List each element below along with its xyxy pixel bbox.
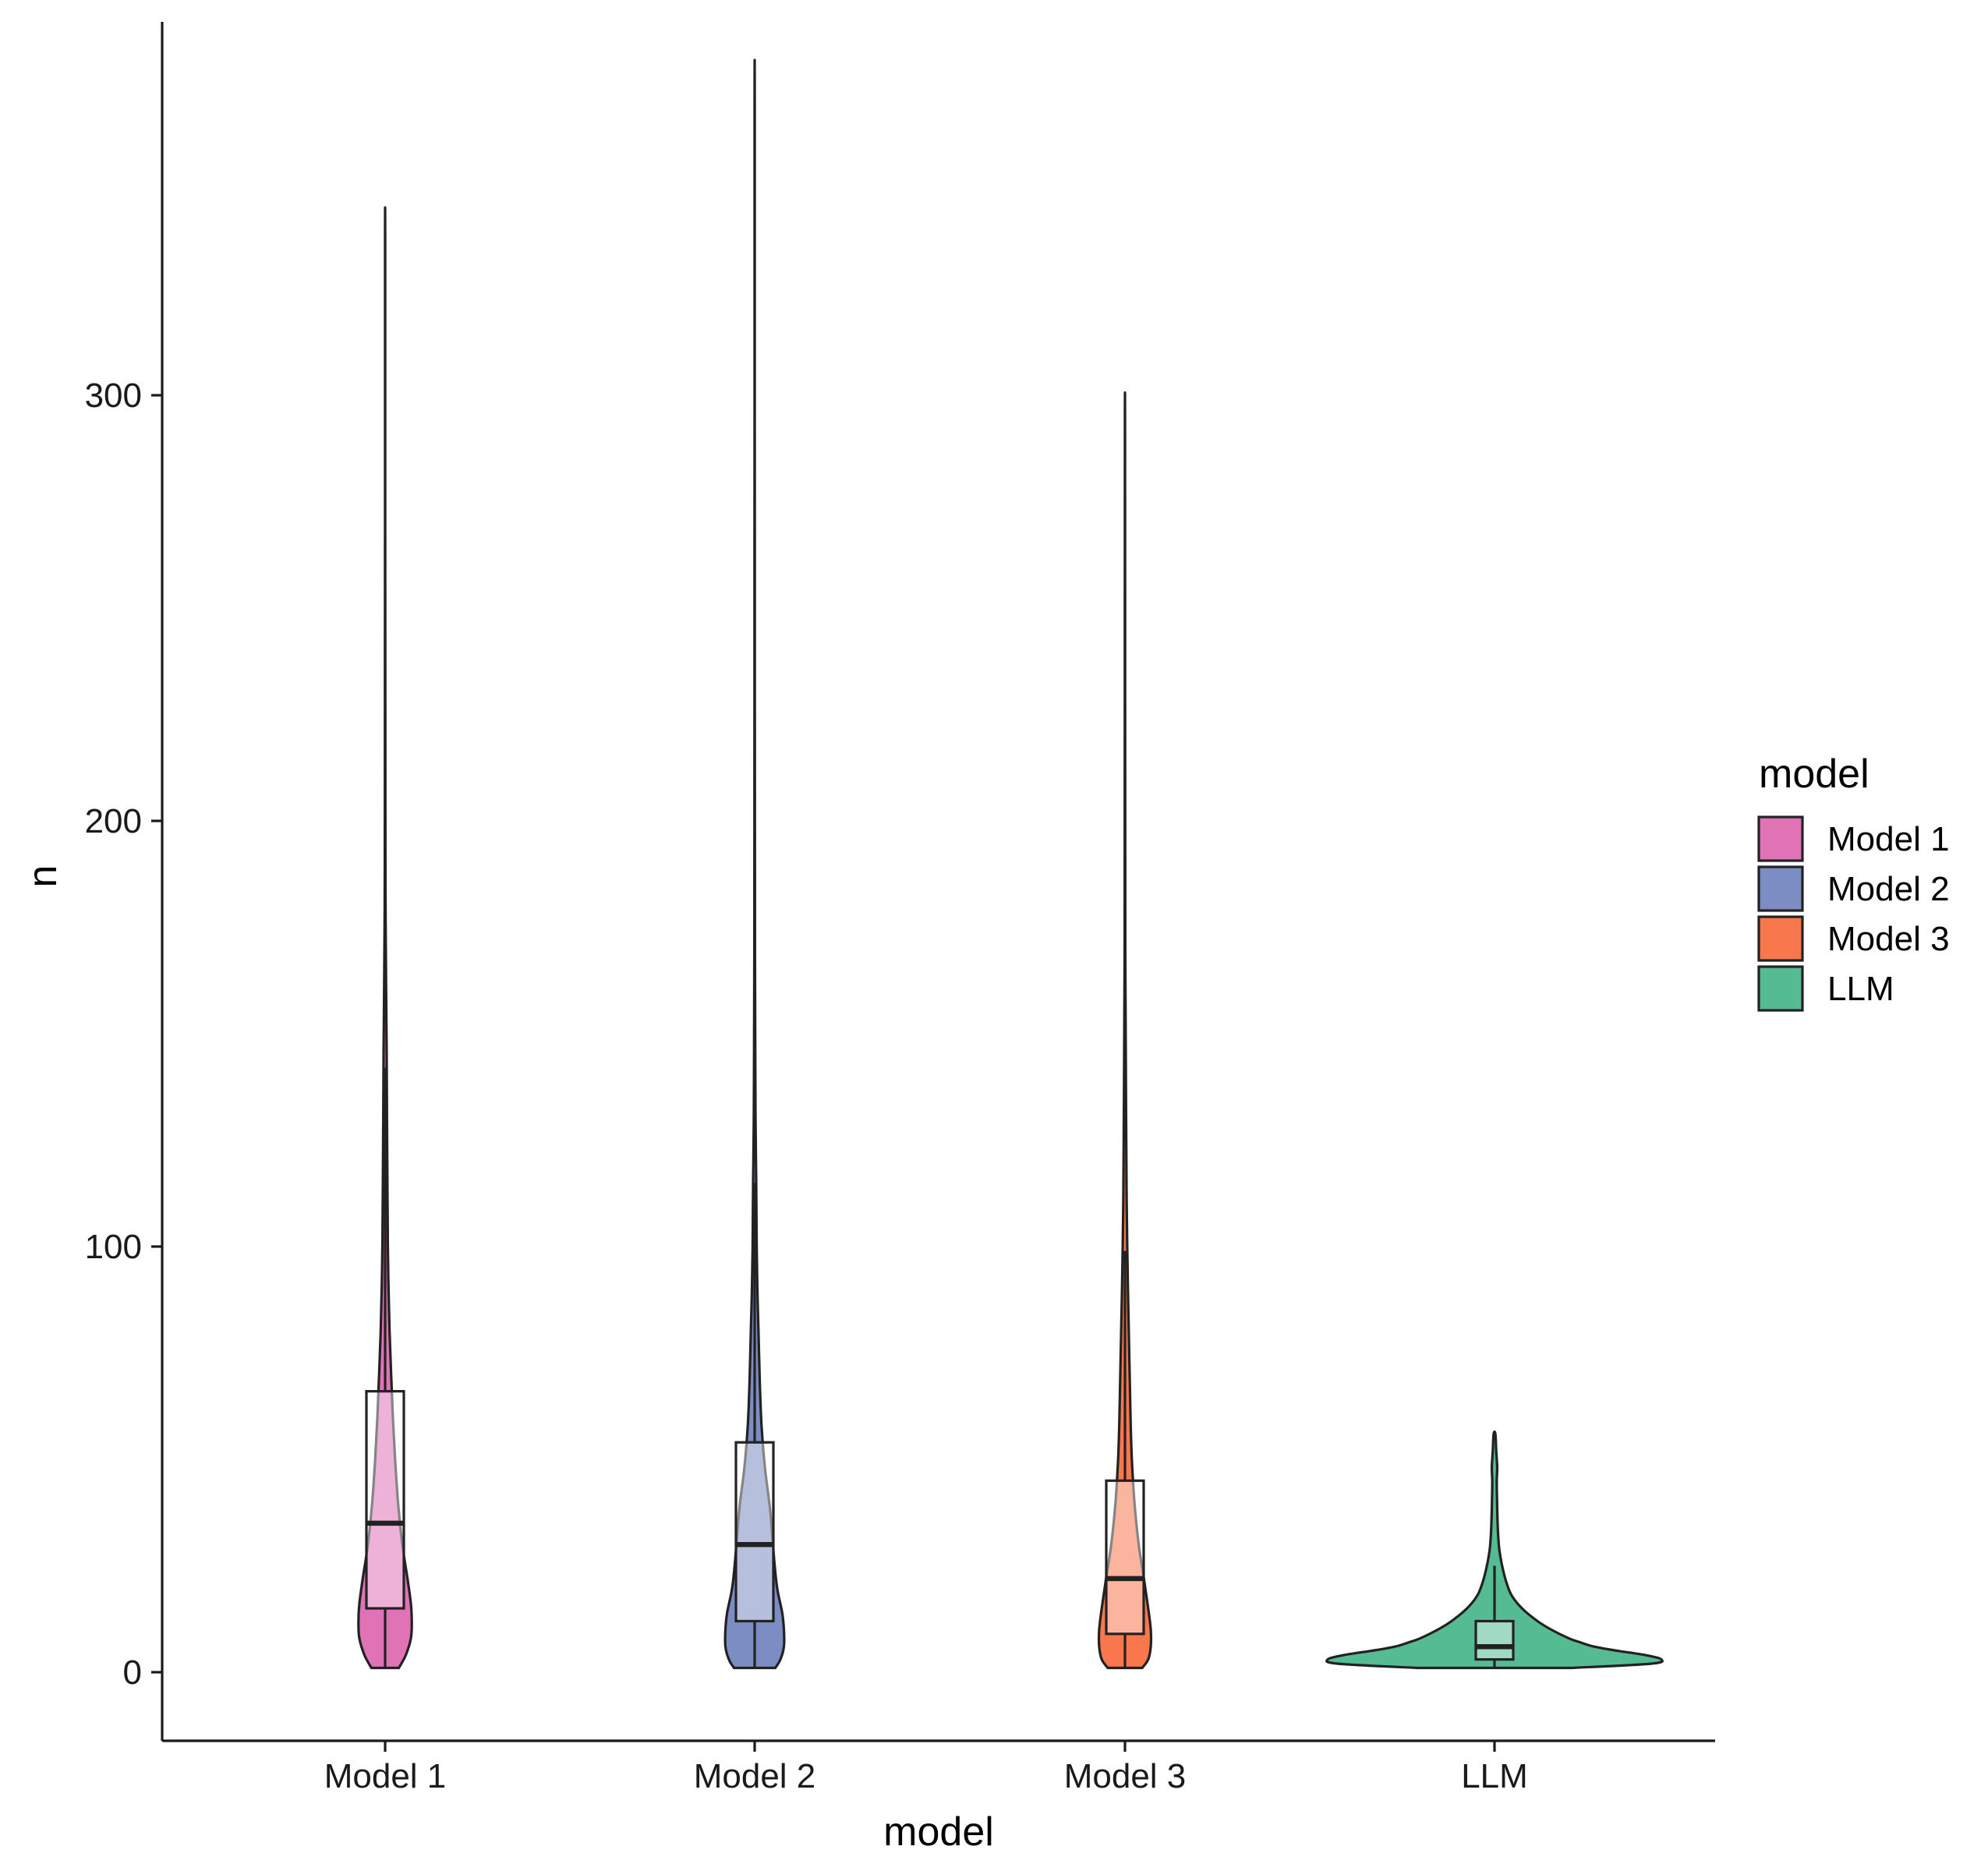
legend-key-model-1 xyxy=(1757,815,1804,862)
x-tick-label-llm: LLM xyxy=(1461,1757,1528,1795)
legend-key-model-2 xyxy=(1757,865,1804,912)
x-axis-ticks: Model 1 Model 2 Model 3 LLM xyxy=(324,1741,1528,1795)
violin-llm xyxy=(1325,1430,1664,1670)
violin-model-2 xyxy=(723,58,786,1670)
violin-model-1 xyxy=(357,206,413,1670)
y-axis-title: n xyxy=(20,865,65,888)
plot-area xyxy=(357,58,1664,1670)
box-model-2 xyxy=(734,1441,775,1623)
violin-model-3 xyxy=(1097,391,1153,1670)
y-tick-label-100: 100 xyxy=(85,1228,142,1266)
legend-key-llm xyxy=(1757,965,1804,1012)
box-model-3 xyxy=(1105,1479,1145,1636)
legend: model Model 1 Model 2 Model 3 LLM xyxy=(1757,752,1950,1012)
violin-group-model-1 xyxy=(357,206,413,1670)
legend-label-model-3: Model 3 xyxy=(1827,920,1950,958)
y-axis-ticks: 0 100 200 300 xyxy=(85,377,162,1692)
x-axis-title: model xyxy=(883,1809,994,1855)
y-tick-label-300: 300 xyxy=(85,377,142,415)
y-tick-label-200: 200 xyxy=(85,802,142,840)
x-tick-label-model-3: Model 3 xyxy=(1064,1757,1187,1795)
box-model-1 xyxy=(365,1390,405,1610)
violin-group-model-3 xyxy=(1097,391,1153,1670)
legend-label-llm: LLM xyxy=(1827,970,1894,1008)
legend-label-model-2: Model 2 xyxy=(1827,870,1950,908)
y-tick-label-0: 0 xyxy=(123,1653,142,1692)
legend-label-model-1: Model 1 xyxy=(1827,820,1950,858)
x-tick-label-model-2: Model 2 xyxy=(694,1757,816,1795)
legend-key-model-3 xyxy=(1757,915,1804,962)
box-llm xyxy=(1474,1619,1515,1661)
legend-title: model xyxy=(1759,752,1869,797)
x-tick-label-model-1: Model 1 xyxy=(324,1757,447,1795)
violin-group-llm xyxy=(1325,1430,1664,1670)
violin-group-model-2 xyxy=(723,58,786,1670)
